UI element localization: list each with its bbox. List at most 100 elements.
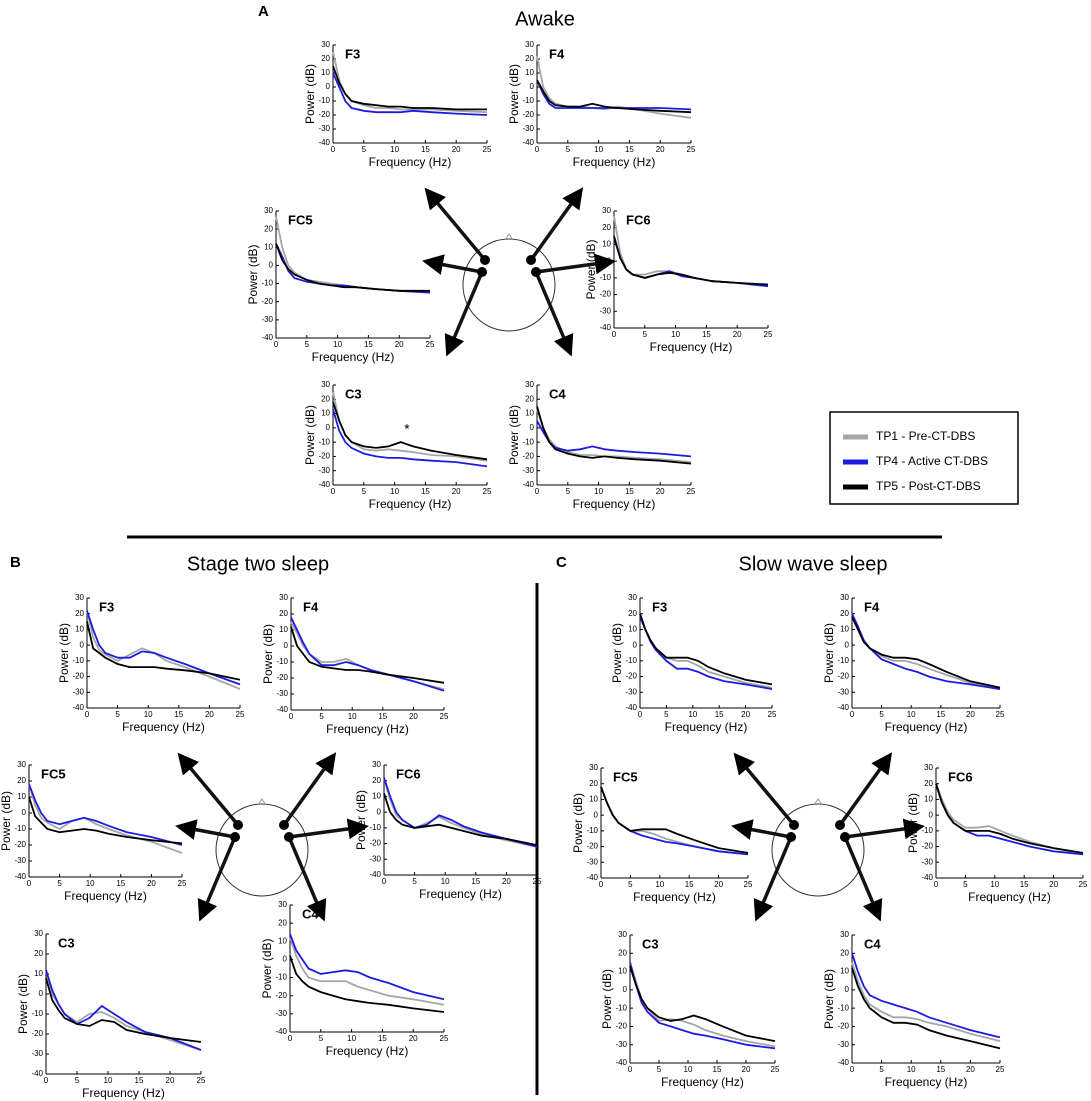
chart: -40 -30 -20 -10 0 10 20 30 0 5 10 15 20 25 Frequency (… bbox=[354, 760, 542, 901]
series-line bbox=[639, 613, 773, 686]
y-tick-label: -10 bbox=[31, 1009, 43, 1018]
electrode bbox=[480, 255, 490, 265]
y-axis-label: Power (dB) bbox=[610, 623, 624, 683]
y-tick-label: -30 bbox=[522, 466, 534, 475]
y-tick-label: 0 bbox=[377, 807, 382, 816]
chart-title: C3 bbox=[642, 936, 659, 951]
y-tick-label: -20 bbox=[625, 672, 637, 681]
y-tick-label: -20 bbox=[921, 842, 933, 851]
electrode bbox=[477, 267, 487, 277]
x-tick-label: 10 bbox=[390, 487, 399, 496]
x-tick-label: 25 bbox=[768, 710, 777, 719]
y-tick-label: -10 bbox=[275, 973, 287, 982]
x-tick-label: 0 bbox=[535, 487, 540, 496]
x-axis-label: Frequency (Hz) bbox=[968, 890, 1051, 904]
y-tick-label: 0 bbox=[929, 810, 934, 819]
series-line bbox=[289, 937, 445, 1006]
series-line bbox=[332, 72, 488, 116]
chart: -40 -30 -20 -10 0 10 20 30 0 5 10 15 20 25 Frequency (… bbox=[507, 40, 696, 169]
x-tick-label: 5 bbox=[664, 710, 669, 719]
y-tick-label: -10 bbox=[261, 279, 273, 288]
y-tick-label: -30 bbox=[261, 315, 273, 324]
chart: -40 -30 -20 -10 0 10 20 30 0 5 10 15 20 25 Frequency (… bbox=[303, 380, 492, 511]
x-tick-label: 20 bbox=[395, 340, 404, 349]
x-tick-label: 15 bbox=[702, 330, 711, 339]
x-tick-label: 10 bbox=[348, 712, 357, 721]
panel-letter: A bbox=[258, 3, 269, 20]
series-line bbox=[600, 786, 749, 856]
y-tick-label: -10 bbox=[615, 1003, 627, 1012]
y-tick-label: -10 bbox=[599, 273, 611, 282]
x-tick-label: 25 bbox=[197, 1076, 206, 1085]
x-tick-label: 10 bbox=[907, 710, 916, 719]
series-line bbox=[600, 786, 749, 854]
y-tick-label: -30 bbox=[318, 466, 330, 475]
electrode bbox=[526, 255, 536, 265]
arrow bbox=[424, 187, 487, 262]
y-tick-label: 30 bbox=[264, 206, 273, 215]
x-tick-label: 25 bbox=[440, 1034, 449, 1043]
x-axis-label: Frequency (Hz) bbox=[633, 890, 716, 904]
x-tick-label: 5 bbox=[362, 145, 367, 154]
series-line bbox=[851, 953, 1001, 1039]
y-tick-label: 30 bbox=[924, 763, 933, 772]
x-tick-label: 15 bbox=[936, 1065, 945, 1074]
head bbox=[215, 803, 309, 897]
electrode bbox=[230, 832, 240, 842]
y-tick-label: 10 bbox=[602, 240, 611, 249]
chart-title: C3 bbox=[58, 935, 75, 950]
chart: -40 -30 -20 -10 0 10 20 30 0 5 10 15 20 25 Frequency (… bbox=[246, 206, 435, 364]
legend-box bbox=[829, 411, 1019, 505]
x-tick-label: 20 bbox=[656, 487, 665, 496]
x-tick-label: 0 bbox=[331, 487, 336, 496]
series-line bbox=[289, 933, 445, 1001]
x-axis-label: Frequency (Hz) bbox=[369, 497, 452, 511]
y-tick-label: 10 bbox=[840, 967, 849, 976]
x-tick-label: 20 bbox=[741, 710, 750, 719]
y-axis-label: Power (dB) bbox=[303, 405, 317, 465]
y-tick-label: -40 bbox=[625, 703, 637, 712]
panel-title: Awake bbox=[515, 8, 575, 30]
y-tick-label: -20 bbox=[275, 991, 287, 1000]
annotation: * bbox=[404, 421, 410, 437]
y-tick-label: 20 bbox=[17, 776, 26, 785]
chart: -40 -30 -20 -10 0 10 20 30 0 5 10 15 20 25 Frequency (… bbox=[16, 929, 206, 1100]
x-axis-label: Frequency (Hz) bbox=[326, 1044, 409, 1058]
y-tick-label: -10 bbox=[921, 826, 933, 835]
series-line bbox=[86, 610, 241, 690]
y-tick-label: 30 bbox=[34, 929, 43, 938]
x-tick-label: 25 bbox=[687, 145, 696, 154]
x-tick-label: 20 bbox=[742, 1065, 751, 1074]
chart-title: F4 bbox=[549, 46, 565, 61]
x-tick-label: 10 bbox=[671, 330, 680, 339]
series-line bbox=[290, 626, 445, 684]
x-tick-label: 15 bbox=[685, 880, 694, 889]
y-tick-label: -20 bbox=[837, 1022, 849, 1031]
y-tick-label: 20 bbox=[525, 54, 534, 63]
y-axis-label: Power (dB) bbox=[584, 239, 598, 299]
x-tick-label: 5 bbox=[963, 880, 968, 889]
y-tick-label: -10 bbox=[369, 823, 381, 832]
y-tick-label: 10 bbox=[321, 68, 330, 77]
x-tick-label: 10 bbox=[990, 880, 999, 889]
chart-title: F3 bbox=[345, 46, 360, 61]
y-axis-label: Power (dB) bbox=[600, 969, 614, 1029]
x-tick-label: 25 bbox=[764, 330, 773, 339]
electrode bbox=[835, 820, 845, 830]
x-tick-label: 20 bbox=[714, 880, 723, 889]
x-tick-label: 25 bbox=[440, 712, 449, 721]
y-tick-label: 10 bbox=[628, 625, 637, 634]
y-tick-label: -30 bbox=[599, 306, 611, 315]
chart-title: F4 bbox=[864, 599, 880, 614]
y-tick-label: -30 bbox=[625, 687, 637, 696]
electrode bbox=[789, 820, 799, 830]
x-axis-label: Frequency (Hz) bbox=[661, 1075, 744, 1089]
x-tick-label: 10 bbox=[655, 880, 664, 889]
arrow bbox=[838, 752, 893, 827]
y-tick-label: 30 bbox=[840, 593, 849, 602]
series-line bbox=[86, 621, 241, 681]
y-tick-label: -20 bbox=[318, 110, 330, 119]
x-tick-label: 20 bbox=[1049, 880, 1058, 889]
x-tick-label: 0 bbox=[628, 1065, 633, 1074]
chart: -40 -30 -20 -10 0 10 20 30 0 5 10 15 20 25 Frequency (… bbox=[822, 593, 1005, 734]
